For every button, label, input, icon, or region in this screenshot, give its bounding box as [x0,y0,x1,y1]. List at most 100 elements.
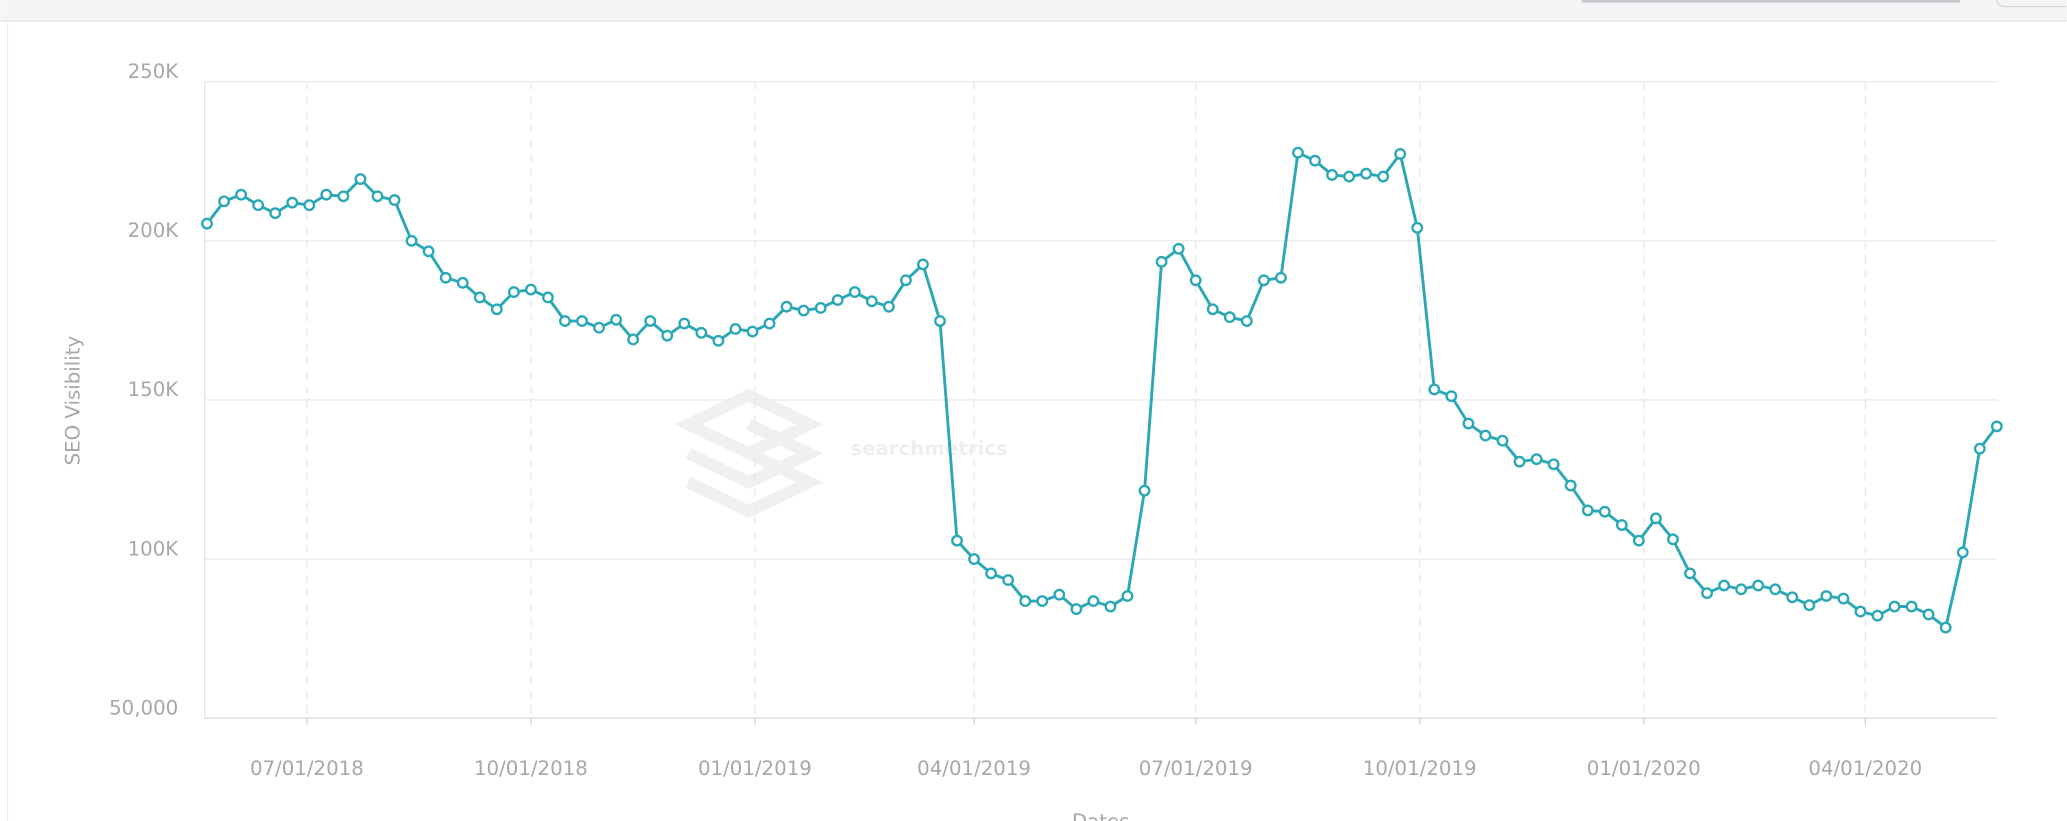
point [1667,533,1679,546]
point [797,304,810,317]
y-tick-label: 100K [128,537,180,560]
top-bar [0,0,2067,22]
point [524,283,537,296]
point [1803,599,1816,612]
watermark: searchmetrics [850,437,1007,460]
y-tick-label: 200K [128,219,180,242]
point [1223,311,1236,324]
point [1598,505,1611,518]
x-tick-label: 04/01/2019 [917,757,1031,780]
point [1462,417,1475,430]
point [1786,591,1799,604]
point [320,188,333,201]
point [286,196,299,209]
point [1939,621,1952,634]
point [405,234,418,247]
point [1155,255,1168,268]
point [1581,504,1594,517]
point [337,190,350,203]
x-tick-label: 10/01/2019 [1363,757,1477,780]
point [235,188,248,201]
point [1002,574,1015,587]
x-tick-label: 10/01/2018 [474,757,588,780]
point [1956,546,1969,559]
point [1411,221,1424,234]
point [1905,600,1918,613]
point [269,207,282,220]
point [917,258,929,271]
point [1257,274,1270,287]
point [1240,315,1253,327]
y-axis-label: SEO Visibility [62,335,85,465]
y-tick-label: 50,000 [109,696,178,719]
point [729,323,742,335]
point [1718,579,1731,592]
point [1632,534,1645,547]
point [542,291,554,304]
point [507,286,520,298]
point [1973,442,1986,455]
point [1019,595,1032,608]
point [627,333,640,346]
point [934,315,946,327]
point [1053,588,1066,601]
point [354,173,367,186]
point [1735,583,1748,596]
point [1752,579,1765,592]
point [831,294,844,306]
point [763,317,776,330]
plot: 50,000 100K 150K 200K 250K 07/01/2018 10/01/20… [109,60,2003,780]
x-tick-label: 07/01/2018 [250,757,364,780]
point [218,195,231,208]
x-tick-label: 04/01/2020 [1808,757,1922,780]
point [661,329,674,342]
watermark-group [674,388,824,518]
y-tick-label: 250K [128,60,180,83]
point [388,194,401,207]
point [1138,484,1151,497]
point [1820,590,1833,602]
point [371,190,384,203]
point [968,553,981,566]
point [1513,455,1526,468]
point [985,567,998,580]
point [848,286,861,298]
line [205,151,1998,629]
point [1530,453,1543,466]
point [1172,242,1185,255]
point [439,271,452,284]
point [780,300,793,313]
point [1292,146,1304,159]
y-tick-label: 150K [128,378,180,401]
watermark-logo [674,388,824,518]
x-axis-label: Dates [1072,810,1130,821]
point [1206,303,1219,316]
point [201,217,213,230]
point [1377,170,1390,183]
point [1888,600,1901,613]
point [490,303,503,316]
point [1684,567,1696,580]
point [1309,154,1321,167]
point [1343,170,1356,183]
point [1701,587,1713,600]
point [1189,274,1202,287]
point [1428,383,1441,396]
point [422,245,435,258]
point [1360,167,1373,180]
point [1615,519,1628,531]
x-tick-label: 01/01/2020 [1587,757,1701,780]
point [1394,148,1407,160]
point [1496,434,1509,447]
point [865,295,878,308]
x-tick-label: 07/01/2019 [1139,757,1253,780]
point [473,291,486,304]
point [1479,429,1492,442]
point [1087,595,1100,608]
point [1070,603,1083,615]
point [1871,609,1884,622]
point [1104,600,1117,613]
point [610,313,623,326]
point [1274,271,1287,284]
